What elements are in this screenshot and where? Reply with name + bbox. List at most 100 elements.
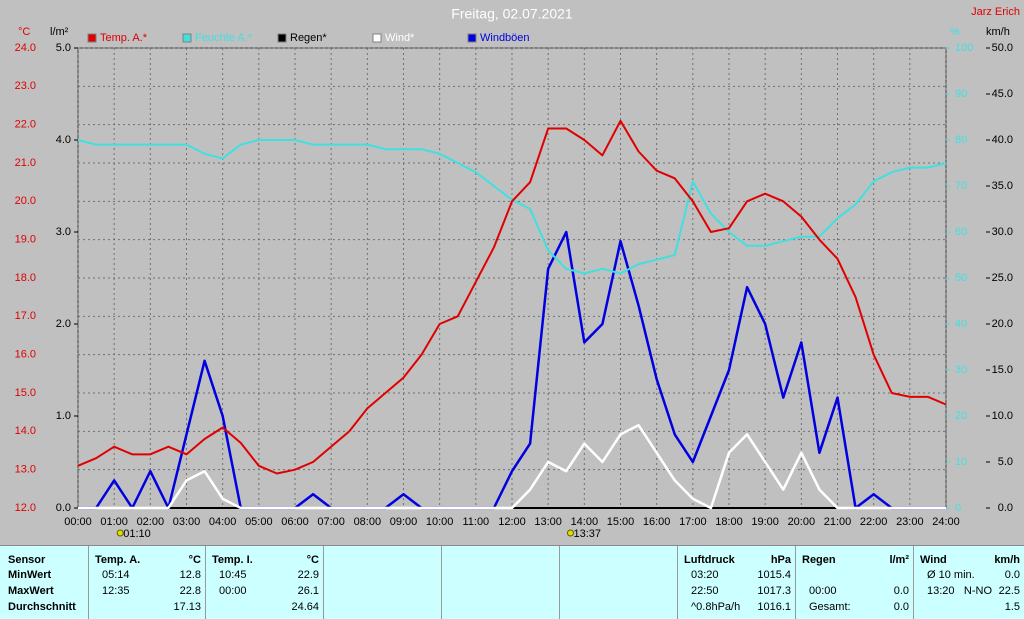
row-label: Durchschnitt xyxy=(8,601,76,613)
block-unit: hPa xyxy=(770,554,791,566)
cell: 22.5 xyxy=(998,585,1020,597)
y3-tick-label: 90 xyxy=(955,88,967,100)
y3-axis-unit: % xyxy=(950,26,960,38)
cell: 1017.3 xyxy=(757,585,791,597)
cell: 12:35 xyxy=(102,585,130,597)
x-tick-label: 08:00 xyxy=(354,516,382,528)
y-tick-label: 18.0 xyxy=(15,272,36,284)
x-tick-label: 06:00 xyxy=(281,516,309,528)
block-unit: °C xyxy=(188,554,201,566)
series-line xyxy=(78,423,946,510)
x-tick-label: 10:00 xyxy=(426,516,454,528)
separator xyxy=(205,546,206,619)
y4-tick-label: 25.0 xyxy=(992,272,1013,284)
separator xyxy=(677,546,678,619)
separator xyxy=(88,546,89,619)
y-tick-label: 20.0 xyxy=(15,195,36,207)
x-tick-label: 00:00 xyxy=(64,516,92,528)
y3-tick-label: 30 xyxy=(955,364,967,376)
series-line xyxy=(77,139,947,275)
chart: Freitag, 02.07.2021 Jarz Erich °C l/m² %… xyxy=(15,6,1020,540)
x-tick-label: 03:00 xyxy=(173,516,201,528)
summary-table: Sensor MinWert MaxWert Durchschnitt Temp. A.… xyxy=(0,545,1024,619)
block-title: Wind xyxy=(920,554,947,566)
legend-swatch xyxy=(87,33,97,43)
x-tick-label: 21:00 xyxy=(824,516,852,528)
cell: Ø 10 min. xyxy=(927,569,975,581)
x-tick-label: 11:00 xyxy=(462,516,489,528)
y3-tick-label: 0 xyxy=(955,502,961,514)
separator xyxy=(559,546,560,619)
cell: 17.13 xyxy=(173,601,201,613)
y4-tick-label: 20.0 xyxy=(992,318,1013,330)
x-tick-label: 05:00 xyxy=(245,516,273,528)
y-tick-label: 19.0 xyxy=(15,234,36,246)
cell: 00:00 xyxy=(219,585,247,597)
y4-tick-label: 40.0 xyxy=(992,134,1013,146)
row-label: Sensor xyxy=(8,554,46,566)
row-label: MinWert xyxy=(8,569,52,581)
separator xyxy=(441,546,442,619)
block-title: Luftdruck xyxy=(684,554,735,566)
y-tick-label: 15.0 xyxy=(15,387,36,399)
y3-tick-label: 10 xyxy=(955,456,967,468)
y-tick-label: 13.0 xyxy=(15,464,36,476)
block-unit: °C xyxy=(306,554,319,566)
y-tick-label: 14.0 xyxy=(15,425,36,437)
x-tick-label: 22:00 xyxy=(860,516,888,528)
y-tick-label: 16.0 xyxy=(15,349,36,361)
y4-tick-label: 15.0 xyxy=(992,364,1013,376)
y2-tick-label: 4.0 xyxy=(56,134,71,146)
separator xyxy=(323,546,324,619)
y3-tick-label: 40 xyxy=(955,318,967,330)
cell: 03:20 xyxy=(691,569,719,581)
cell: 12.8 xyxy=(179,569,201,581)
x-tick-label: 13:00 xyxy=(534,516,562,528)
cell: 05:14 xyxy=(102,569,130,581)
y2-tick-label: 5.0 xyxy=(56,42,71,54)
y4-tick-label: 10.0 xyxy=(992,410,1013,422)
x-tick-label: 07:00 xyxy=(317,516,345,528)
author: Jarz Erich xyxy=(971,6,1020,18)
x-tick-label: 15:00 xyxy=(607,516,635,528)
x-tick-label: 01:00 xyxy=(100,516,128,528)
block-unit: l/m² xyxy=(889,554,909,566)
y2-tick-label: 1.0 xyxy=(56,410,71,422)
y4-tick-label: 35.0 xyxy=(992,180,1013,192)
y3-tick-label: 80 xyxy=(955,134,967,146)
block-unit: km/h xyxy=(994,554,1020,566)
y4-tick-label: 30.0 xyxy=(992,226,1013,238)
cell: 1015.4 xyxy=(757,569,791,581)
y-tick-label: 21.0 xyxy=(15,157,36,169)
block-title: Temp. I. xyxy=(212,554,253,566)
y2-tick-label: 0.0 xyxy=(56,502,71,514)
cell: 00:00 xyxy=(809,585,837,597)
separator xyxy=(913,546,914,619)
x-tick-label: 20:00 xyxy=(788,516,816,528)
cell: 1016.1 xyxy=(757,601,791,613)
x-tick-label: 19:00 xyxy=(751,516,779,528)
x-tick-label: 18:00 xyxy=(715,516,743,528)
cell: 10:45 xyxy=(219,569,247,581)
block-title: Regen xyxy=(802,554,836,566)
cell: 22.9 xyxy=(297,569,319,581)
cell: 1.5 xyxy=(1004,601,1020,613)
y-tick-label: 23.0 xyxy=(15,80,36,92)
separator xyxy=(795,546,796,619)
y-tick-label: 24.0 xyxy=(15,42,36,54)
y2-axis-unit: l/m² xyxy=(50,26,69,38)
legend-label: Wind* xyxy=(385,32,415,44)
x-tick-label: 02:00 xyxy=(137,516,165,528)
x-tick-label: 23:00 xyxy=(896,516,924,528)
legend-swatch xyxy=(372,33,382,43)
sun-marker xyxy=(566,529,574,537)
x-tick-label: 17:00 xyxy=(679,516,707,528)
chart-title: Freitag, 02.07.2021 xyxy=(451,6,573,22)
x-tick-label: 04:00 xyxy=(209,516,237,528)
legend-label: Windböen xyxy=(480,32,530,44)
legend-swatch xyxy=(467,33,477,43)
x-tick-label: 09:00 xyxy=(390,516,418,528)
y-tick-label: 12.0 xyxy=(15,502,36,514)
cell: 13:20 xyxy=(927,585,955,597)
